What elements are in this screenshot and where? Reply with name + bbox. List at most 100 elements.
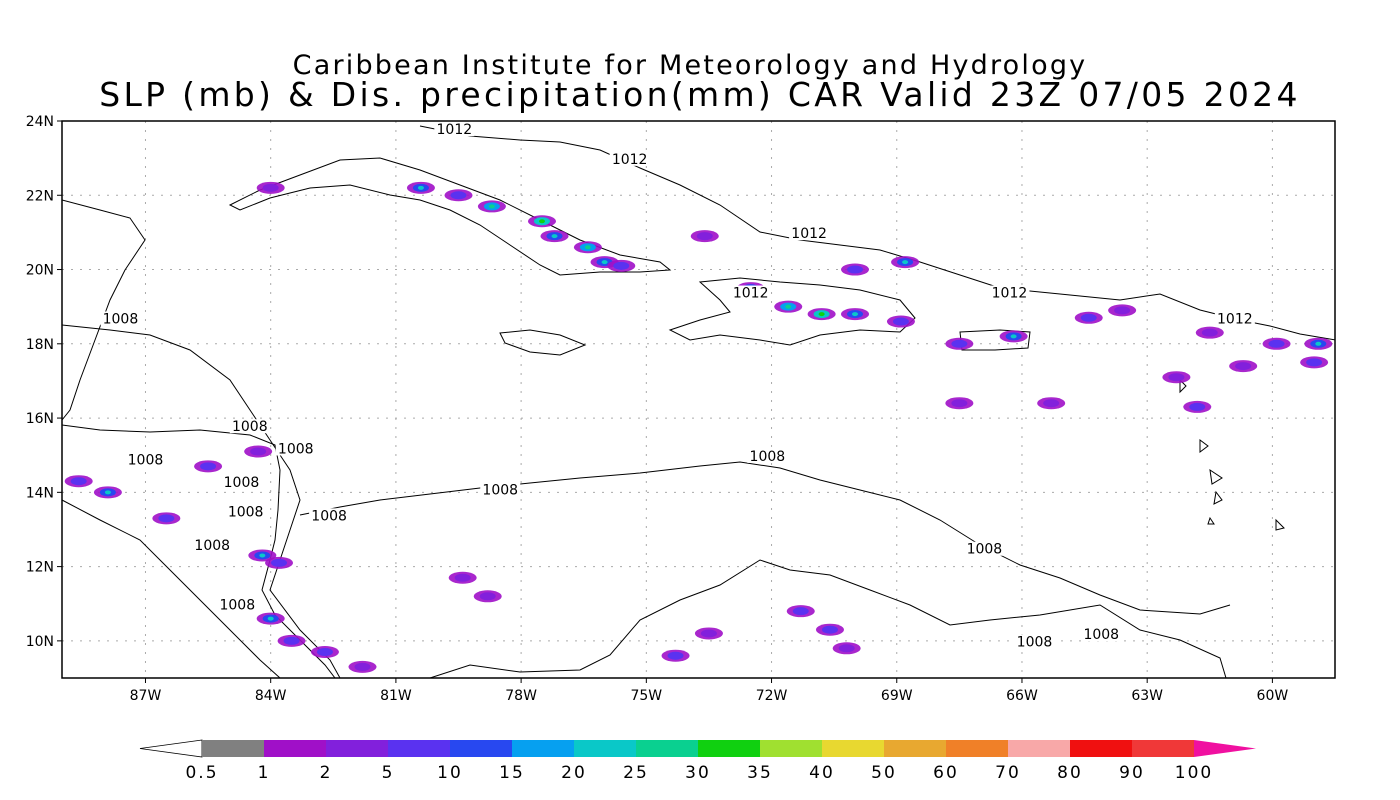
isobar-label-bg [221, 474, 262, 489]
colorbar-swatch [202, 740, 264, 757]
isobar-label-bg [1214, 311, 1255, 326]
precip-cell-peak [1315, 341, 1322, 346]
precip-cell-core [667, 651, 684, 660]
colorbar-swatch [574, 740, 636, 757]
colorbar-high-triangle [1194, 740, 1256, 757]
colorbar-label: 80 [1057, 763, 1083, 783]
coast-central-america [62, 424, 336, 678]
map-gridlines [57, 120, 1335, 683]
precip-cell-core [271, 558, 288, 567]
precip-cell-core [250, 447, 267, 456]
isobar-label: 1008 [228, 505, 264, 521]
coast-yucatan [62, 199, 146, 421]
colorbar-swatch [512, 740, 574, 757]
precip-cell-core [283, 636, 300, 645]
lon-tick-label: 75W [630, 688, 662, 704]
precip-cell-core [696, 232, 713, 241]
isobar-label: 1012 [992, 286, 1028, 302]
coast-cuba [228, 157, 672, 276]
isobar-label-bg [480, 482, 521, 497]
precip-cell-peak [601, 260, 608, 265]
colorbar-label: 50 [871, 763, 897, 783]
precip-cell-core [1043, 399, 1060, 408]
isobar-label-bg [125, 452, 166, 467]
lat-tick-label: 10N [26, 634, 54, 650]
lon-tick-label: 81W [380, 688, 412, 704]
isobar-1012-north [419, 125, 1335, 341]
precipitation-colorbar [139, 739, 1256, 758]
precip-cell-core [1080, 313, 1097, 322]
colorbar-swatch [264, 740, 326, 757]
colorbar-swatch [326, 740, 388, 757]
isobar-label-bg [789, 226, 830, 241]
colorbar-label: 60 [933, 763, 959, 783]
precip-cell-peak [785, 304, 792, 309]
precip-cell-core [450, 191, 467, 200]
colorbar-label: 0.5 [185, 763, 218, 783]
isobar-label: 1008 [128, 453, 164, 469]
isobar-label: 1012 [612, 152, 648, 168]
colorbar-label: 2 [320, 763, 333, 783]
precip-cell-peak [488, 204, 495, 209]
isobar-label-bg [609, 151, 650, 166]
colorbar-swatch [1132, 740, 1194, 757]
colorbar-swatch [822, 740, 884, 757]
isobar-label: 1008 [232, 419, 268, 435]
precip-cell-peak [267, 616, 274, 621]
isobar-label: 1012 [437, 122, 473, 138]
precip-cell-core [847, 265, 864, 274]
precip-cell-core [1168, 373, 1185, 382]
colorbar-label: 10 [437, 763, 463, 783]
colorbar-low-triangle [139, 739, 203, 758]
coast-south-america [429, 559, 1227, 678]
lat-tick-label: 18N [26, 337, 54, 353]
lon-tick-label: 84W [255, 688, 287, 704]
colorbar-label: 5 [382, 763, 395, 783]
precip-cell-core [354, 662, 371, 671]
isobar-label-bg [192, 538, 233, 553]
precip-cell-core [316, 648, 333, 657]
colorbar-label: 30 [685, 763, 711, 783]
colorbar-label: 35 [747, 763, 773, 783]
precip-cell-core [479, 592, 496, 601]
isobar-1008-southwest [62, 499, 281, 678]
colorbar-labels: 0.5 1 2 5 10 15 20 25 30 35 40 50 60 70 80 90 100 [185, 763, 1211, 783]
precip-cell-core [1235, 362, 1252, 371]
isobar-label: 1008 [967, 542, 1003, 558]
precip-cell-core [158, 514, 175, 523]
isobar-label: 1008 [1083, 627, 1119, 643]
colorbar-swatch [1070, 740, 1132, 757]
precip-cell-core [1201, 328, 1218, 337]
precip-cell-peak [551, 234, 558, 239]
precip-cell-core [454, 573, 471, 582]
precip-cell-peak [417, 185, 424, 190]
lon-tick-label: 60W [1257, 688, 1289, 704]
coast-hispaniola [668, 277, 916, 346]
title-line-2: SLP (mb) & Dis. precipitation(mm) CAR Va… [99, 75, 1301, 114]
isobar-label-bg [747, 448, 788, 463]
coast-lesser-antilles [1179, 378, 1285, 531]
precip-cell-core [892, 317, 909, 326]
isobar-label: 1008 [224, 475, 260, 491]
isobar-label: 1008 [750, 449, 786, 465]
precip-cell-core [1114, 306, 1131, 315]
lon-tick-label: 78W [505, 688, 537, 704]
isobar-label-bg [964, 541, 1005, 556]
isobar-label: 1008 [219, 597, 255, 613]
colorbar-swatch [760, 740, 822, 757]
precip-cell-core [613, 261, 630, 270]
lon-tick-label: 72W [756, 688, 788, 704]
isobar-label: 1012 [791, 226, 827, 242]
precip-cell-core [1189, 402, 1206, 411]
isobar-label-bg [1081, 627, 1122, 642]
isobar-label: 1008 [1017, 635, 1053, 651]
colorbar-label: 20 [561, 763, 587, 783]
colorbar-label: 1 [258, 763, 271, 783]
colorbar-label: 15 [499, 763, 525, 783]
isobar-label-bg [100, 311, 141, 326]
colorbar-label: 40 [809, 763, 835, 783]
precip-cell-peak [584, 245, 591, 250]
lat-tick-label: 16N [26, 411, 54, 427]
precip-cell-core [951, 339, 968, 348]
